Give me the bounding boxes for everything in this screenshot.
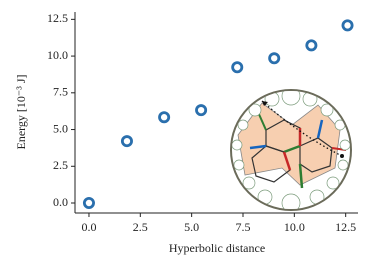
y-axis-label: Energy [10⁻³ J] <box>14 74 28 149</box>
point <box>341 19 354 32</box>
y-tick-label: 5.0 <box>53 121 68 135</box>
x-axis-label: Hyperbolic distance <box>169 241 265 255</box>
y-tick-label: 0.0 <box>53 195 68 209</box>
x-tick-label: 12.5 <box>335 220 356 234</box>
inset-tiling <box>230 89 352 211</box>
x-tick-label: 10.0 <box>284 220 305 234</box>
point <box>82 197 95 210</box>
point <box>231 61 244 74</box>
x-tick-label: 5.0 <box>184 220 199 234</box>
y-tick-label: 2.5 <box>53 158 68 172</box>
point <box>158 111 171 124</box>
x-tick-label: 2.5 <box>133 220 148 234</box>
y-tick-label: 7.5 <box>53 85 68 99</box>
x-tick-label: 7.5 <box>235 220 250 234</box>
point <box>268 52 281 65</box>
x-tick-label: 0.0 <box>81 220 96 234</box>
y-tick-label: 12.5 <box>47 11 68 25</box>
point <box>305 39 318 52</box>
y-tick-label: 10.0 <box>47 48 68 62</box>
point <box>120 135 133 148</box>
point <box>195 104 208 117</box>
